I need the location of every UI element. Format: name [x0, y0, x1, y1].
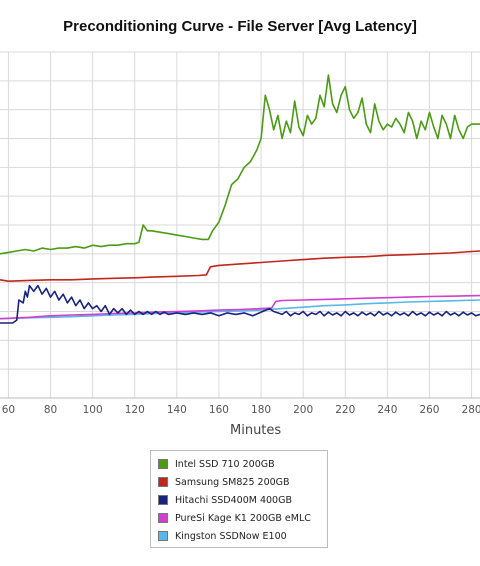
legend-item[interactable]: Samsung SM825 200GB: [158, 473, 327, 491]
legend-label: Samsung SM825 200GB: [175, 476, 290, 488]
plot-area: 60 80 100 120 140 160 180 200 220 240 260 280: [0, 51, 480, 416]
legend-swatch: [158, 495, 168, 505]
series-line-1: [0, 250, 480, 282]
series-line-4: [0, 299, 480, 320]
legend-label: Intel SSD 710 200GB: [175, 458, 275, 470]
x-tick-label: 100: [83, 404, 103, 416]
series-line-0: [0, 74, 480, 255]
legend-swatch: [158, 477, 168, 487]
x-tick-label: 200: [293, 404, 313, 416]
legend-label: PureSi Kage K1 200GB eMLC: [175, 512, 311, 524]
x-tick-label: 180: [251, 404, 271, 416]
x-tick-label: 220: [335, 404, 355, 416]
x-tick-label: 280: [462, 404, 480, 416]
x-tick-labels: 60 80 100 120 140 160 180 200 220 240 260 280: [2, 404, 480, 416]
x-tick-label: 140: [167, 404, 187, 416]
legend-item[interactable]: PureSi Kage K1 200GB eMLC: [158, 509, 327, 527]
legend-item[interactable]: Kingston SSDNow E100: [158, 527, 327, 545]
legend-item[interactable]: Hitachi SSD400M 400GB: [158, 491, 327, 509]
series-line-2: [0, 284, 480, 324]
grid-lines: [0, 51, 480, 399]
chart-title: Preconditioning Curve - File Server [Avg…: [63, 18, 417, 35]
x-tick-label: 160: [209, 404, 229, 416]
x-tick-label: 80: [44, 404, 57, 416]
x-axis-label: Minutes: [230, 423, 282, 438]
legend-swatch: [158, 513, 168, 523]
legend-item[interactable]: Intel SSD 710 200GB: [158, 455, 327, 473]
x-tick-label: 120: [125, 404, 145, 416]
x-tick-label: 240: [377, 404, 397, 416]
legend: Intel SSD 710 200GB Samsung SM825 200GB Hi…: [150, 450, 328, 548]
legend-swatch: [158, 531, 168, 541]
series-lines: [0, 74, 480, 324]
x-tick-label: 260: [419, 404, 439, 416]
x-tick-label: 60: [2, 404, 15, 416]
legend-label: Hitachi SSD400M 400GB: [175, 494, 292, 506]
legend-swatch: [158, 459, 168, 469]
legend-label: Kingston SSDNow E100: [175, 530, 287, 542]
series-line-3: [0, 294, 480, 320]
